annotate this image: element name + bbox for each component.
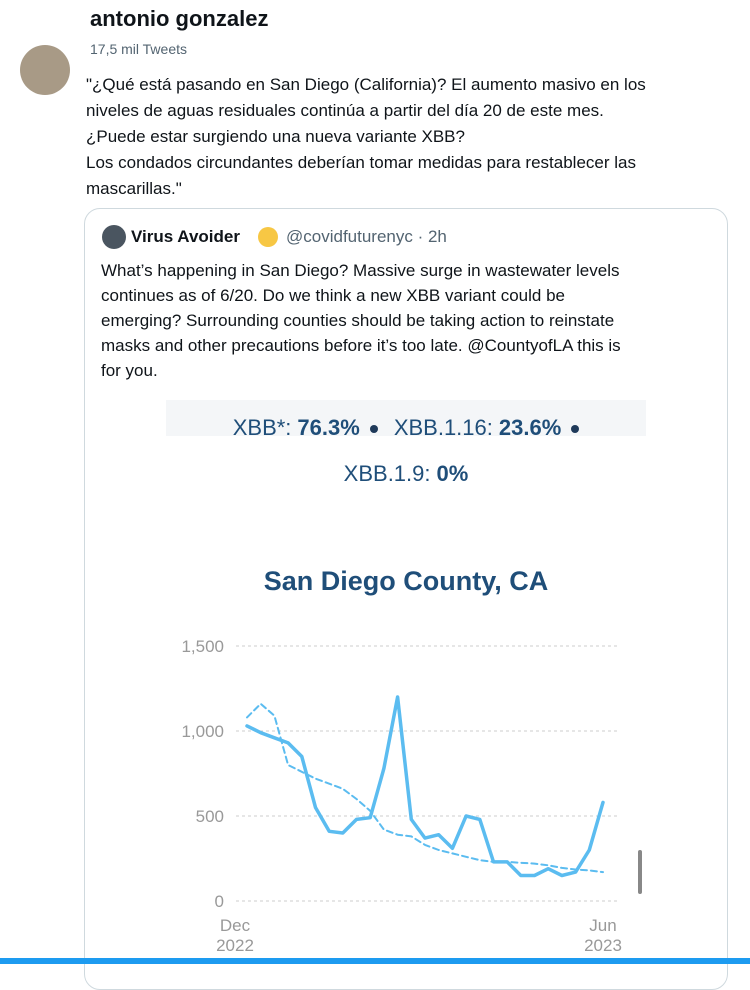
text-line: emerging? Surrounding counties should be… (101, 311, 615, 330)
tweet-count: 17,5 mil Tweets (90, 41, 188, 57)
tweet-text: "¿Qué está pasando en San Diego (Califor… (86, 72, 646, 202)
text-line: mascarillas." (86, 179, 182, 198)
legend-dot (369, 425, 378, 434)
quote-avatar[interactable] (102, 225, 126, 249)
profile-name[interactable]: antonio gonzalez (90, 6, 269, 31)
y-tick-label: 1,000 (181, 722, 224, 741)
text-line: niveles de aguas residuales continúa a p… (86, 101, 604, 120)
y-tick-label: 500 (196, 807, 224, 826)
text-line: ¿Puede estar surgiendo una nueva variant… (86, 127, 465, 146)
legend: XBB*: 76.3% XBB.1.16: 23.6% XBB.1.9: 0% (166, 405, 646, 497)
data-line (245, 695, 605, 878)
legend-row: XBB.1.9: 0% (166, 451, 646, 497)
text-line: Los condados circundantes deberían tomar… (86, 153, 636, 172)
legend-value: 23.6% (498, 415, 562, 440)
legend-band (166, 400, 646, 436)
text-line: continues as of 6/20. Do we think a new … (101, 286, 565, 305)
legend-label: XBB*: (232, 415, 292, 440)
text-line: What’s happening in San Diego? Massive s… (101, 261, 620, 280)
legend-dot (571, 425, 580, 434)
legend-item: XBB*: 76.3% (233, 415, 378, 440)
y-tick-label: 1,500 (181, 637, 224, 656)
x-tick-label: Jun 2023 (584, 916, 622, 955)
legend-label: XBB.1.16: (393, 415, 493, 440)
chart-title: San Diego County, CA (263, 566, 549, 596)
quote-text: What’s happening in San Diego? Massive s… (101, 258, 621, 383)
quote-meta: @covidfuturenyc · 2h (286, 227, 447, 246)
y-tick-label: 0 (215, 892, 224, 911)
emoji (258, 227, 278, 247)
chart: 0 500 1,000 1,500 (0, 45, 750, 964)
text-line: "¿Qué está pasando en San Diego (Califor… (86, 75, 646, 94)
quote-author[interactable]: Virus Avoider (131, 227, 240, 246)
legend-value: 76.3% (297, 415, 360, 440)
legend-row: XBB*: 76.3% XBB.1.16: 23.6% (166, 405, 646, 451)
text-line: masks and other precautions before it’s … (101, 336, 621, 355)
page: antonio gonzalez 17,5 mil Tweets "¿Qué e… (0, 6, 750, 990)
data-line (246, 702, 604, 874)
scrollbar[interactable] (0, 958, 750, 964)
legend-value: 0% (436, 461, 469, 486)
avatar[interactable] (20, 45, 70, 95)
x-tick-label: Dec 2022 (216, 916, 254, 955)
legend-item: XBB.1.9: 0% (344, 461, 469, 486)
legend-item: XBB.1.16: 23.6% (393, 415, 580, 440)
text-line: for you. (101, 361, 158, 380)
scroll-indicator (638, 850, 642, 894)
legend-label: XBB.1.9: (343, 461, 431, 486)
